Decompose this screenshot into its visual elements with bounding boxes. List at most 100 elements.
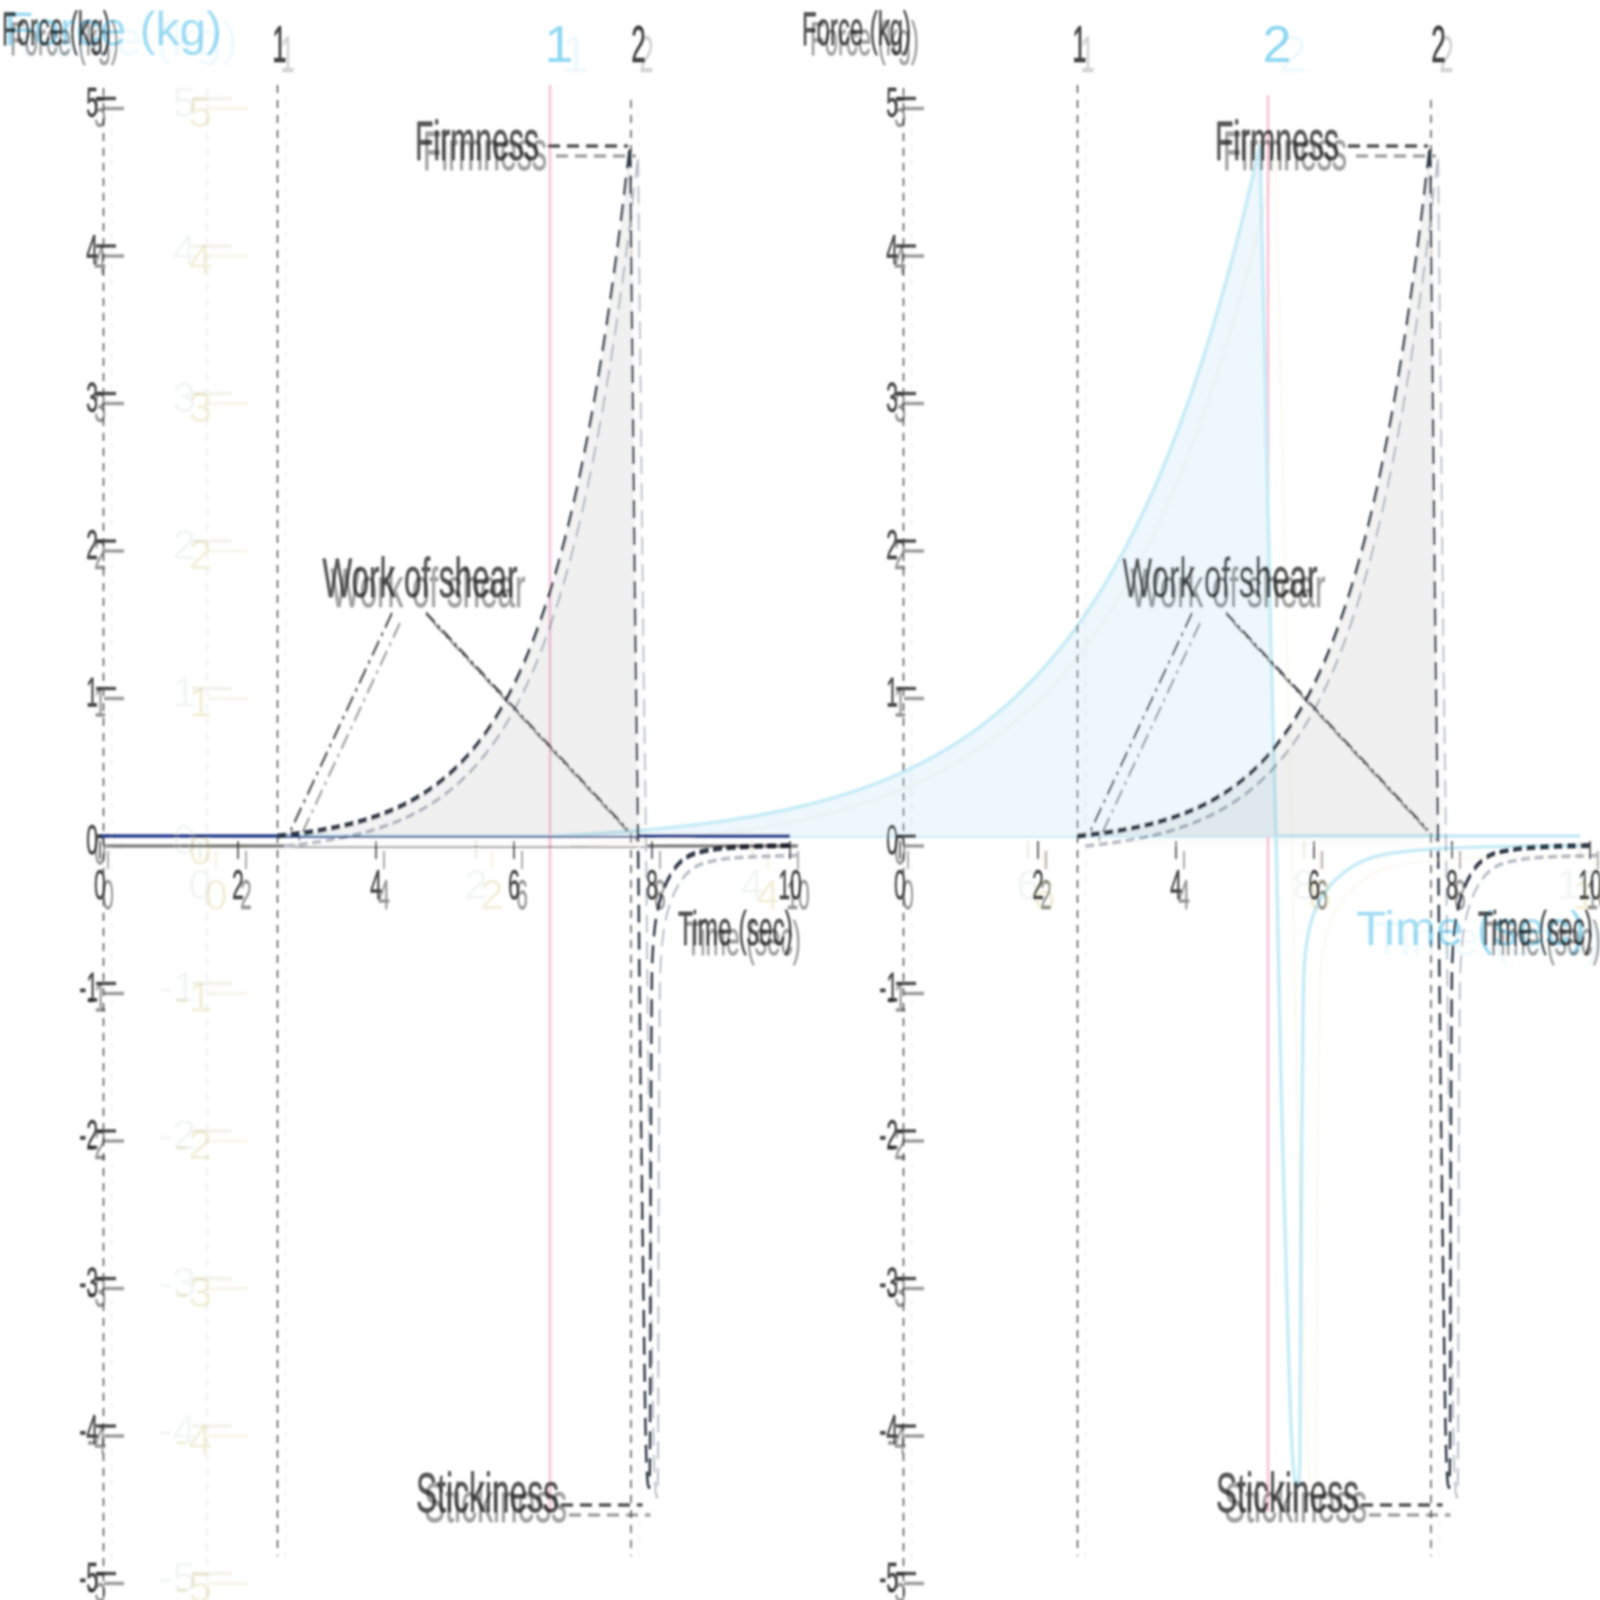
svg-text:-5: -5: [87, 1565, 106, 1600]
svg-text:8: 8: [646, 862, 658, 909]
svg-text:1: 1: [86, 670, 98, 717]
svg-text:4: 4: [94, 237, 106, 284]
svg-text:1: 1: [94, 680, 106, 727]
svg-text:10: 10: [1557, 861, 1600, 908]
svg-text:Time (sec): Time (sec): [1372, 913, 1600, 966]
svg-text:-2: -2: [159, 1111, 196, 1158]
svg-text:4: 4: [378, 872, 390, 919]
svg-text:Force (kg): Force (kg): [810, 12, 919, 65]
svg-text:Force (kg): Force (kg): [2, 2, 111, 55]
svg-text:-1: -1: [87, 975, 106, 1022]
svg-text:1: 1: [886, 670, 898, 717]
svg-text:Stickiness: Stickiness: [424, 1473, 567, 1535]
svg-text:4: 4: [1170, 862, 1182, 909]
svg-text:4: 4: [1178, 872, 1190, 919]
svg-text:Time (sec): Time (sec): [1486, 913, 1600, 966]
svg-text:8: 8: [1446, 862, 1458, 909]
svg-text:4: 4: [86, 227, 98, 274]
svg-text:-5: -5: [887, 1565, 906, 1600]
svg-text:4: 4: [740, 861, 763, 908]
svg-text:Force (kg): Force (kg): [20, 12, 238, 65]
svg-text:1: 1: [561, 26, 590, 84]
svg-text:1: 1: [1080, 25, 1094, 83]
svg-text:2: 2: [631, 15, 645, 73]
svg-text:6: 6: [1308, 862, 1320, 909]
svg-text:1: 1: [272, 15, 286, 73]
svg-text:-3: -3: [87, 1270, 106, 1317]
svg-text:4: 4: [894, 237, 906, 284]
svg-text:4: 4: [886, 227, 898, 274]
svg-text:2: 2: [894, 532, 906, 579]
svg-text:6: 6: [1016, 861, 1039, 908]
svg-text:4: 4: [370, 862, 382, 909]
svg-text:10: 10: [1573, 871, 1600, 918]
svg-text:6: 6: [516, 872, 528, 919]
svg-text:-5: -5: [879, 1555, 898, 1600]
svg-text:2: 2: [1279, 26, 1308, 84]
svg-text:-5: -5: [79, 1555, 98, 1600]
svg-text:1: 1: [894, 680, 906, 727]
svg-text:0: 0: [894, 862, 906, 909]
svg-text:2: 2: [1263, 16, 1292, 74]
svg-text:3: 3: [886, 375, 898, 422]
svg-text:-1: -1: [159, 964, 196, 1011]
svg-text:5: 5: [886, 80, 898, 127]
svg-text:-4: -4: [79, 1407, 98, 1454]
svg-text:0: 0: [902, 872, 914, 919]
svg-text:2: 2: [1040, 872, 1052, 919]
svg-text:-3: -3: [887, 1270, 906, 1317]
svg-text:2: 2: [173, 521, 196, 568]
svg-text:1: 1: [280, 25, 294, 83]
svg-text:2: 2: [1032, 862, 1044, 909]
svg-text:Time (sec): Time (sec): [1356, 903, 1586, 956]
svg-text:-1: -1: [79, 965, 98, 1012]
svg-text:2: 2: [886, 522, 898, 569]
svg-text:-2: -2: [887, 1122, 906, 1169]
svg-text:-1: -1: [887, 975, 906, 1022]
svg-text:2: 2: [464, 861, 487, 908]
svg-text:Stickiness: Stickiness: [1216, 1463, 1359, 1525]
svg-text:-3: -3: [159, 1259, 196, 1306]
svg-text:-1: -1: [879, 965, 898, 1012]
svg-text:4: 4: [173, 226, 196, 273]
svg-text:0: 0: [94, 862, 106, 909]
svg-text:-5: -5: [159, 1554, 196, 1600]
svg-text:8: 8: [1454, 872, 1466, 919]
svg-text:3: 3: [94, 385, 106, 432]
svg-text:0: 0: [86, 817, 98, 864]
svg-text:2: 2: [94, 532, 106, 579]
svg-text:-2: -2: [879, 1112, 898, 1159]
svg-text:Firmness: Firmness: [1223, 121, 1347, 183]
svg-text:Firmness: Firmness: [415, 111, 539, 173]
svg-text:Work of shear: Work of shear: [331, 558, 526, 620]
svg-text:0: 0: [102, 872, 114, 919]
svg-text:0: 0: [94, 827, 106, 874]
svg-text:Force (kg): Force (kg): [10, 12, 119, 65]
svg-text:-4: -4: [879, 1407, 898, 1454]
svg-text:Force (kg): Force (kg): [802, 2, 911, 55]
svg-text:8: 8: [1308, 871, 1331, 918]
svg-text:-3: -3: [79, 1260, 98, 1307]
svg-text:6: 6: [1032, 871, 1055, 918]
svg-text:5: 5: [894, 90, 906, 137]
svg-text:10: 10: [778, 862, 801, 909]
svg-text:5: 5: [86, 80, 98, 127]
svg-text:Time (sec): Time (sec): [1478, 903, 1593, 956]
svg-text:2: 2: [86, 522, 98, 569]
svg-text:-4: -4: [87, 1417, 106, 1464]
svg-text:10: 10: [1578, 862, 1600, 909]
svg-text:8: 8: [654, 872, 666, 919]
svg-text:0: 0: [204, 871, 227, 918]
svg-text:Time (sec): Time (sec): [686, 913, 801, 966]
svg-text:Work of shear: Work of shear: [323, 548, 518, 610]
svg-text:8: 8: [1292, 861, 1315, 908]
svg-text:Firmness: Firmness: [423, 121, 547, 183]
svg-text:5: 5: [94, 90, 106, 137]
svg-text:3: 3: [894, 385, 906, 432]
svg-text:2: 2: [480, 871, 503, 918]
svg-text:2: 2: [1431, 15, 1445, 73]
svg-text:Firmness: Firmness: [1215, 111, 1339, 173]
svg-text:1: 1: [173, 669, 196, 716]
svg-text:0: 0: [894, 827, 906, 874]
svg-text:1: 1: [1072, 15, 1086, 73]
